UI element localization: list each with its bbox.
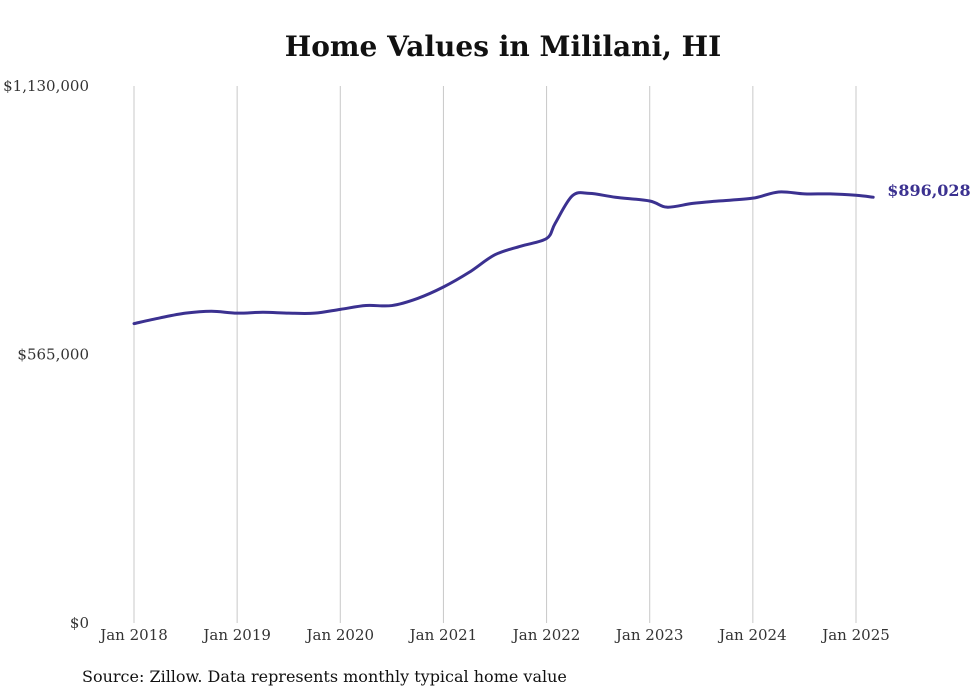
- y-tick-label: $1,130,000: [3, 77, 89, 95]
- x-tick-label: Jan 2022: [511, 626, 581, 644]
- x-axis-ticks: Jan 2018 Jan 2019 Jan 2020 Jan 2021 Jan 2022…: [98, 626, 890, 644]
- x-tick-label: Jan 2021: [408, 626, 478, 644]
- chart-title: Home Values in Mililani, HI: [284, 30, 722, 63]
- series-layer: [132, 190, 875, 326]
- home-value-line: [132, 190, 875, 326]
- x-tick-label: Jan 2025: [820, 626, 890, 644]
- x-tick-label: Jan 2018: [98, 626, 168, 644]
- y-tick-label: $565,000: [17, 346, 89, 364]
- end-value-label: $896,028: [887, 181, 971, 200]
- x-tick-label: Jan 2024: [717, 626, 787, 644]
- y-tick-label: $0: [70, 614, 89, 632]
- data-labels: $896,028: [887, 181, 971, 200]
- x-tick-label: Jan 2020: [305, 626, 375, 644]
- y-axis-ticks: $0 $565,000 $1,130,000: [3, 77, 89, 632]
- x-tick-label: Jan 2019: [201, 626, 271, 644]
- grid-lines: [133, 86, 857, 623]
- x-tick-label: Jan 2023: [614, 626, 684, 644]
- source-note: Source: Zillow. Data represents monthly …: [82, 667, 567, 686]
